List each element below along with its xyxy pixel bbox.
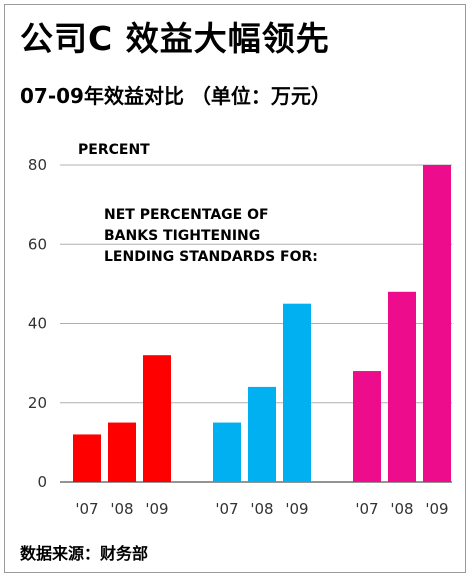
annotation-line-2: BANKS TIGHTENING	[104, 228, 260, 244]
chart-title: 公司C 效益大幅领先	[20, 19, 330, 58]
x-tick-label: '08	[250, 500, 273, 518]
source-note: 数据来源：财务部	[20, 544, 149, 563]
bar	[353, 371, 381, 482]
x-tick-label: '09	[145, 500, 168, 518]
y-tick-label: 20	[28, 394, 47, 412]
y-axis-label: PERCENT	[78, 142, 150, 158]
x-tick-label: '07	[215, 500, 238, 518]
bar	[423, 165, 451, 482]
bar	[388, 291, 416, 482]
x-tick-label: '07	[75, 500, 98, 518]
x-tick-label: '08	[390, 500, 413, 518]
bar	[108, 422, 136, 482]
y-tick-label: 80	[28, 156, 47, 174]
y-tick-label: 40	[28, 315, 47, 333]
chart-subtitle: 07-09年效益对比 （单位：万元）	[20, 84, 331, 108]
bar	[73, 434, 101, 482]
bar	[143, 355, 171, 482]
annotation-line-1: NET PERCENTAGE OF	[104, 207, 269, 223]
bar	[283, 303, 311, 482]
bars	[73, 165, 451, 482]
bar	[213, 422, 241, 482]
y-tick-label: 0	[37, 473, 47, 491]
y-axis-ticks: 0 20 40 60 80	[28, 156, 47, 491]
y-tick-label: 60	[28, 235, 47, 253]
bar	[248, 386, 276, 482]
annotation-line-3: LENDING STANDARDS FOR:	[104, 249, 318, 265]
x-tick-label: '09	[425, 500, 448, 518]
x-tick-label: '09	[285, 500, 308, 518]
x-tick-label: '07	[355, 500, 378, 518]
x-axis-ticks: '07 '08 '09 '07 '08 '09 '07 '08 '09	[75, 500, 448, 518]
x-tick-label: '08	[110, 500, 133, 518]
